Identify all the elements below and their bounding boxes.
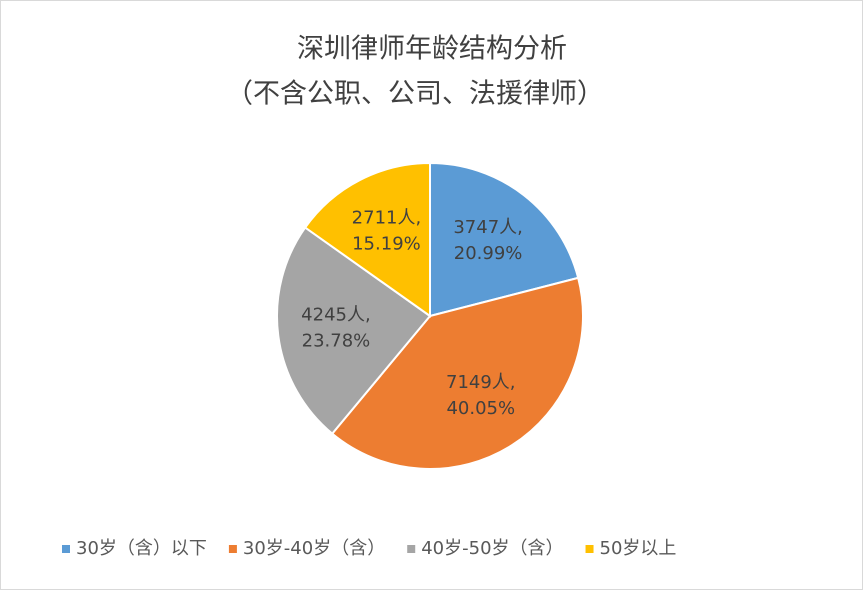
- legend-label: 30岁（含）以下: [76, 538, 207, 559]
- data-label: 4245人,: [301, 304, 371, 325]
- chart-title: 深圳律师年龄结构分析: [297, 34, 567, 65]
- data-label: 15.19%: [352, 234, 421, 255]
- data-label: 20.99%: [454, 243, 523, 264]
- legend-label: 40岁-50岁（含）: [421, 538, 563, 559]
- legend-swatch: [228, 545, 237, 553]
- data-label: 40.05%: [446, 398, 515, 419]
- legend-swatch: [585, 545, 594, 553]
- data-label: 3747人,: [453, 217, 523, 238]
- data-label: 7149人,: [446, 372, 516, 393]
- data-label: 2711人,: [352, 208, 422, 229]
- legend-swatch: [62, 545, 70, 553]
- pie-slice: [330, 276, 584, 470]
- pie-slice: [276, 226, 432, 436]
- legend-label: 30岁-40岁（含）: [243, 538, 385, 559]
- chart-subtitle: （不含公职、公司、法援律师）: [226, 79, 604, 110]
- pie-slice: [429, 161, 580, 318]
- legend-label: 50岁以上: [600, 538, 677, 559]
- pie-slice: [303, 161, 431, 318]
- legend-swatch: [407, 545, 416, 553]
- data-label: 23.78%: [302, 330, 371, 351]
